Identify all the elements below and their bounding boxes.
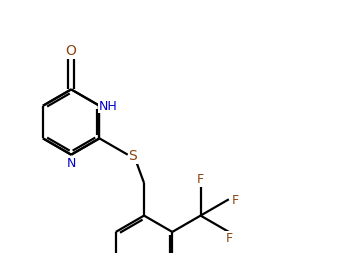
Text: NH: NH (99, 100, 118, 113)
Text: S: S (128, 149, 137, 163)
Text: F: F (232, 194, 239, 207)
Text: F: F (197, 173, 204, 186)
Text: O: O (66, 44, 77, 58)
Text: F: F (225, 232, 232, 245)
Text: N: N (67, 157, 76, 170)
